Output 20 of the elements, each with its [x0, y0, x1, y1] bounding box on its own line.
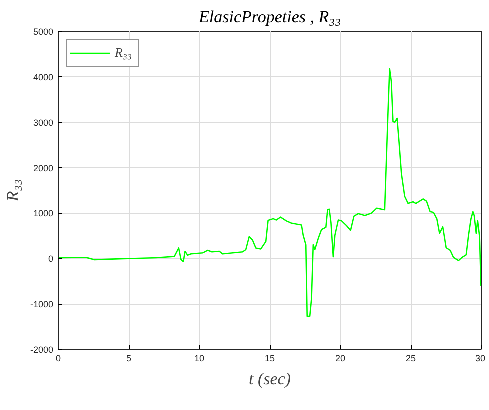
y-tick-label: 4000: [33, 72, 54, 82]
x-tick-label: 25: [406, 354, 416, 364]
legend-label: R₃₃: [115, 45, 133, 61]
y-tick-label: 3000: [33, 118, 54, 128]
y-tick-label: 0: [48, 254, 54, 264]
x-axis-title: t (sec): [249, 370, 292, 388]
x-tick-label: 0: [56, 354, 62, 364]
y-tick-label: 5000: [33, 27, 54, 37]
x-tick-label: 10: [194, 354, 205, 364]
y-tick-label: -1000: [30, 300, 54, 310]
x-tick-label: 5: [126, 354, 132, 364]
x-tick-label: 30: [475, 354, 486, 364]
chart-title: ElasicPropeties , R₃₃: [198, 8, 342, 26]
y-tick-label: 2000: [33, 163, 54, 174]
line-series: [58, 68, 482, 318]
x-tick-label: 20: [335, 354, 346, 364]
y-tick-label: -2000: [30, 345, 54, 355]
y-tick-label: 1000: [33, 208, 54, 219]
y-axis-title: R₃₃: [3, 179, 22, 203]
x-tick-label: 15: [264, 354, 276, 364]
